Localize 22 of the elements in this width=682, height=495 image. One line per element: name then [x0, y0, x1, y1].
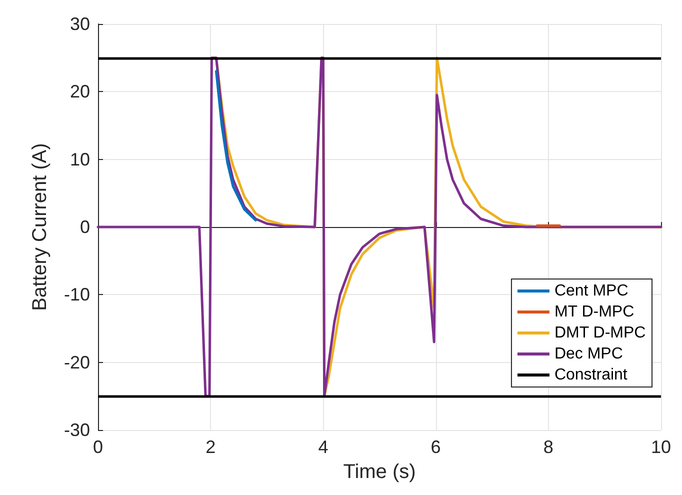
legend-label: MT D-MPC [554, 304, 634, 320]
line-series [214, 70, 257, 222]
y-tick-label: -10 [64, 284, 90, 305]
y-tick-label: 30 [70, 14, 90, 34]
y-tick-label: 10 [70, 149, 90, 170]
y-tick-label: -30 [64, 420, 90, 440]
x-tick-label: 6 [430, 437, 441, 457]
y-tick-label: 20 [70, 82, 90, 102]
x-tick-label: 4 [318, 437, 328, 457]
y-tick-label: 0 [80, 217, 90, 237]
legend-label: DMT D-MPC [554, 324, 646, 342]
x-axis-title: Time (s) [343, 461, 416, 483]
x-tick-label: 2 [206, 437, 216, 457]
y-tick-label: -20 [64, 352, 90, 372]
legend-label: Constraint [554, 366, 628, 384]
x-tick-label: 0 [92, 437, 104, 457]
legend-label: Cent MPC [554, 282, 628, 300]
legend-label: Dec MPC [554, 346, 623, 362]
y-axis-title: Battery Current (A) [29, 143, 51, 311]
line-series [96, 56, 662, 398]
x-tick-label: 8 [543, 437, 554, 457]
x-tick-label: 10 [650, 437, 672, 457]
